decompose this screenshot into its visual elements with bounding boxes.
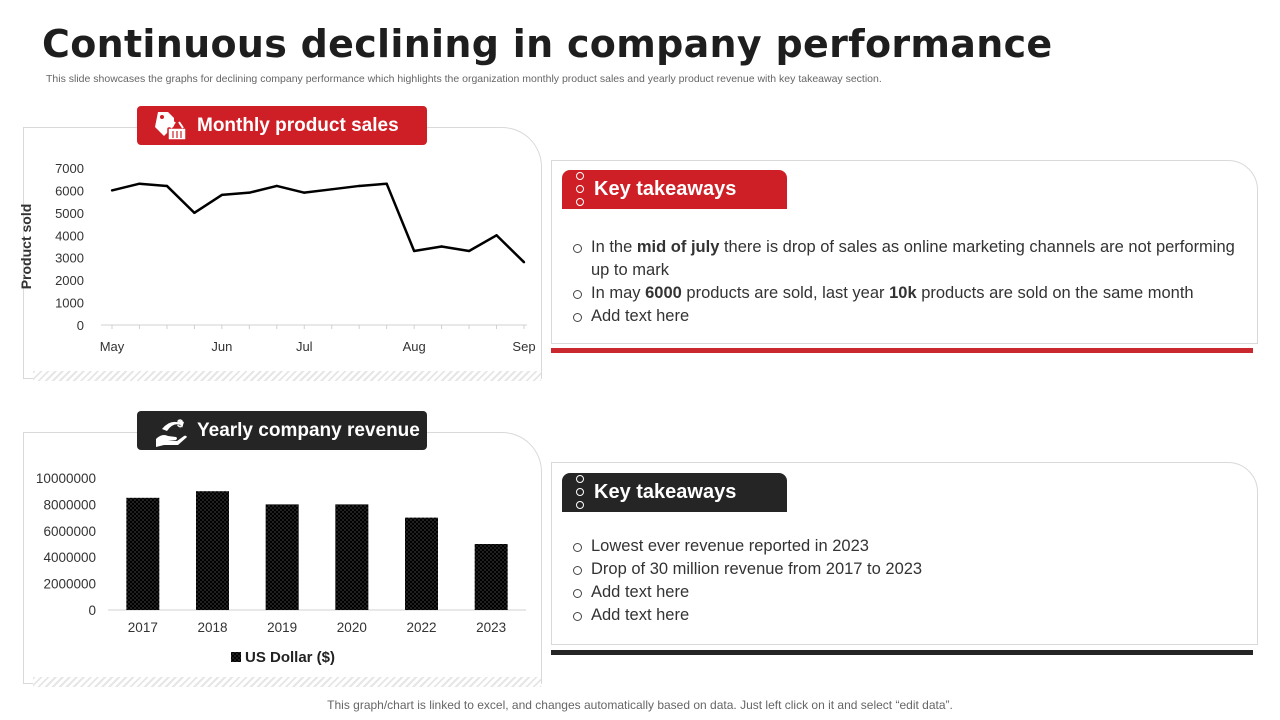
- page-title: Continuous declining in company performa…: [42, 22, 1053, 66]
- monthly-sales-line-chart: 0 1000 2000 3000 4000 5000 6000 7000 May Jun Jul Au…: [18, 161, 536, 354]
- list-item: Lowest ever revenue reported in 2023: [572, 535, 1242, 558]
- y-tick-label: 5000: [55, 206, 84, 221]
- data-point: [385, 182, 388, 185]
- bullet-circle-icon: [573, 313, 582, 322]
- x-tick-label: 2019: [267, 620, 297, 635]
- hatch-divider: [33, 677, 541, 687]
- sales-series-line: [111, 182, 525, 264]
- y-tick-label: 2000: [55, 273, 84, 288]
- takeaways-tab-1: Key takeaways: [562, 170, 787, 209]
- list-item: Drop of 30 million revenue from 2017 to …: [572, 558, 1242, 581]
- x-tick-label: 2018: [197, 620, 227, 635]
- takeaways-list-2: Lowest ever revenue reported in 2023 Dro…: [572, 535, 1242, 627]
- y-tick-label: 2000000: [43, 577, 96, 592]
- list-item: Add text here: [572, 604, 1242, 627]
- y-tick-label: 4000: [55, 228, 84, 243]
- x-tick-label: May: [100, 339, 125, 354]
- page-subtitle: This slide showcases the graphs for decl…: [46, 73, 882, 85]
- bullet-circle-icon: [573, 612, 582, 621]
- data-point: [220, 193, 224, 197]
- data-point: [467, 249, 471, 253]
- y-tick-label: 6000: [55, 183, 84, 198]
- y-tick-label: 0: [77, 318, 84, 333]
- data-point: [193, 211, 196, 215]
- data-point: [440, 245, 443, 248]
- monthly-sales-header: Monthly product sales: [137, 106, 427, 145]
- data-point: [330, 188, 333, 191]
- binder-rings-icon: [562, 170, 594, 209]
- legend-label: US Dollar ($): [245, 649, 335, 666]
- list-item: In may 6000 products are sold, last year…: [572, 282, 1242, 305]
- takeaways-title-1: Key takeaways: [594, 178, 737, 200]
- data-point: [165, 184, 169, 188]
- hatch-divider: [33, 371, 541, 381]
- revenue-bar: [335, 504, 369, 610]
- takeaways-tab-2: Key takeaways: [562, 473, 787, 512]
- takeaways-underline-2: [551, 650, 1253, 655]
- monthly-chart-panel: [23, 127, 542, 379]
- list-item: Add text here: [572, 305, 1242, 328]
- data-point: [412, 249, 416, 253]
- binder-rings-icon: [562, 473, 594, 512]
- data-point: [138, 182, 141, 185]
- bullet-circle-icon: [573, 290, 582, 299]
- data-point: [110, 189, 114, 192]
- yearly-revenue-title: Yearly company revenue: [197, 419, 420, 441]
- list-item: In the mid of july there is drop of sale…: [572, 236, 1242, 282]
- x-tick-label: Sep: [512, 339, 535, 354]
- yearly-revenue-bar-chart: 0 2000000 4000000 6000000 8000000 10000000 201…: [36, 471, 526, 666]
- takeaways-underline-1: [551, 348, 1253, 353]
- y-tick-label: 4000000: [43, 550, 96, 565]
- x-tick-label: 2022: [406, 620, 436, 635]
- bullet-circle-icon: [573, 566, 582, 575]
- monthly-sales-title: Monthly product sales: [197, 114, 399, 136]
- svg-text:$: $: [177, 418, 183, 430]
- data-point: [275, 184, 278, 188]
- data-point: [522, 261, 526, 264]
- data-point: [495, 234, 498, 237]
- x-tick-label: 2017: [128, 620, 158, 635]
- x-tick-label: 2023: [476, 620, 506, 635]
- data-point: [358, 184, 361, 188]
- y-tick-label: 0: [88, 603, 96, 618]
- revenue-bar: [265, 504, 299, 610]
- data-point: [303, 191, 306, 194]
- x-tick-label: 2020: [337, 620, 367, 635]
- y-tick-label: 6000000: [43, 524, 96, 539]
- y-tick-label: 1000: [55, 296, 84, 311]
- hand-money-icon: $: [153, 415, 189, 447]
- x-tick-label: Jun: [211, 339, 232, 354]
- x-tick-label: Aug: [403, 339, 426, 354]
- footnote: This graph/chart is linked to excel, and…: [327, 698, 953, 712]
- x-tick-label: Jul: [296, 339, 313, 354]
- revenue-bar: [196, 491, 229, 610]
- revenue-bar: [405, 517, 438, 610]
- list-item: Add text here: [572, 581, 1242, 604]
- y-tick-label: 7000: [55, 161, 84, 176]
- y-tick-label: 3000: [55, 251, 84, 266]
- revenue-bar: [474, 544, 508, 610]
- bullet-circle-icon: [573, 244, 582, 253]
- data-point: [248, 191, 251, 194]
- takeaways-title-2: Key takeaways: [594, 481, 737, 503]
- bullet-circle-icon: [573, 543, 582, 552]
- y-tick-label: 8000000: [43, 497, 96, 512]
- y-axis-label: Product sold: [18, 204, 34, 290]
- y-tick-label: 10000000: [36, 471, 96, 486]
- legend-swatch: [231, 652, 241, 662]
- yearly-revenue-header: $ Yearly company revenue: [137, 411, 427, 450]
- bullet-circle-icon: [573, 589, 582, 598]
- revenue-bar: [126, 497, 160, 610]
- price-tag-basket-icon: [153, 110, 189, 142]
- takeaways-list-1: In the mid of july there is drop of sale…: [572, 236, 1242, 328]
